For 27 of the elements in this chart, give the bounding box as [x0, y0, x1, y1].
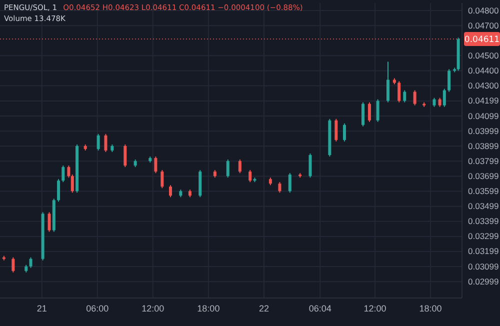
x-tick-label: 18:00: [419, 303, 442, 314]
x-tick-label: 21: [36, 303, 47, 314]
y-tick-label: 0.04500: [468, 50, 499, 60]
y-tick-label: 0.03699: [468, 170, 499, 181]
y-tick-label: 0.03299: [468, 231, 499, 242]
x-tick-label: 22: [258, 303, 269, 314]
y-tick-label: 0.04700: [468, 20, 499, 30]
y-tick-label: 0.03999: [468, 126, 499, 136]
y-tick-label: 0.02999: [468, 276, 499, 286]
x-tick-label: 18:00: [197, 303, 220, 314]
y-tick-label: 0.03599: [468, 186, 499, 196]
y-tick-label: 0.03499: [468, 201, 499, 212]
y-tick-label: 0.03399: [468, 216, 499, 226]
y-tick-label: 0.04300: [468, 80, 499, 90]
x-tick-label: 12:00: [364, 303, 386, 314]
x-tick-label: 12:00: [142, 303, 164, 314]
y-tick-label: 0.03099: [468, 261, 499, 272]
y-tick-label: 0.03899: [468, 140, 499, 151]
y-tick-label: 0.04099: [468, 110, 499, 121]
y-tick-label: 0.04199: [468, 96, 499, 106]
y-tick-label: 0.03199: [468, 246, 499, 256]
y-tick-label: 0.04800: [468, 5, 499, 16]
y-tick-label: 0.03799: [468, 156, 499, 166]
x-tick-label: 06:04: [308, 303, 332, 314]
x-tick-label: 06:00: [86, 303, 109, 314]
ref-line-label: 0.04611: [464, 34, 500, 45]
y-tick-label: 0.04400: [468, 65, 499, 76]
